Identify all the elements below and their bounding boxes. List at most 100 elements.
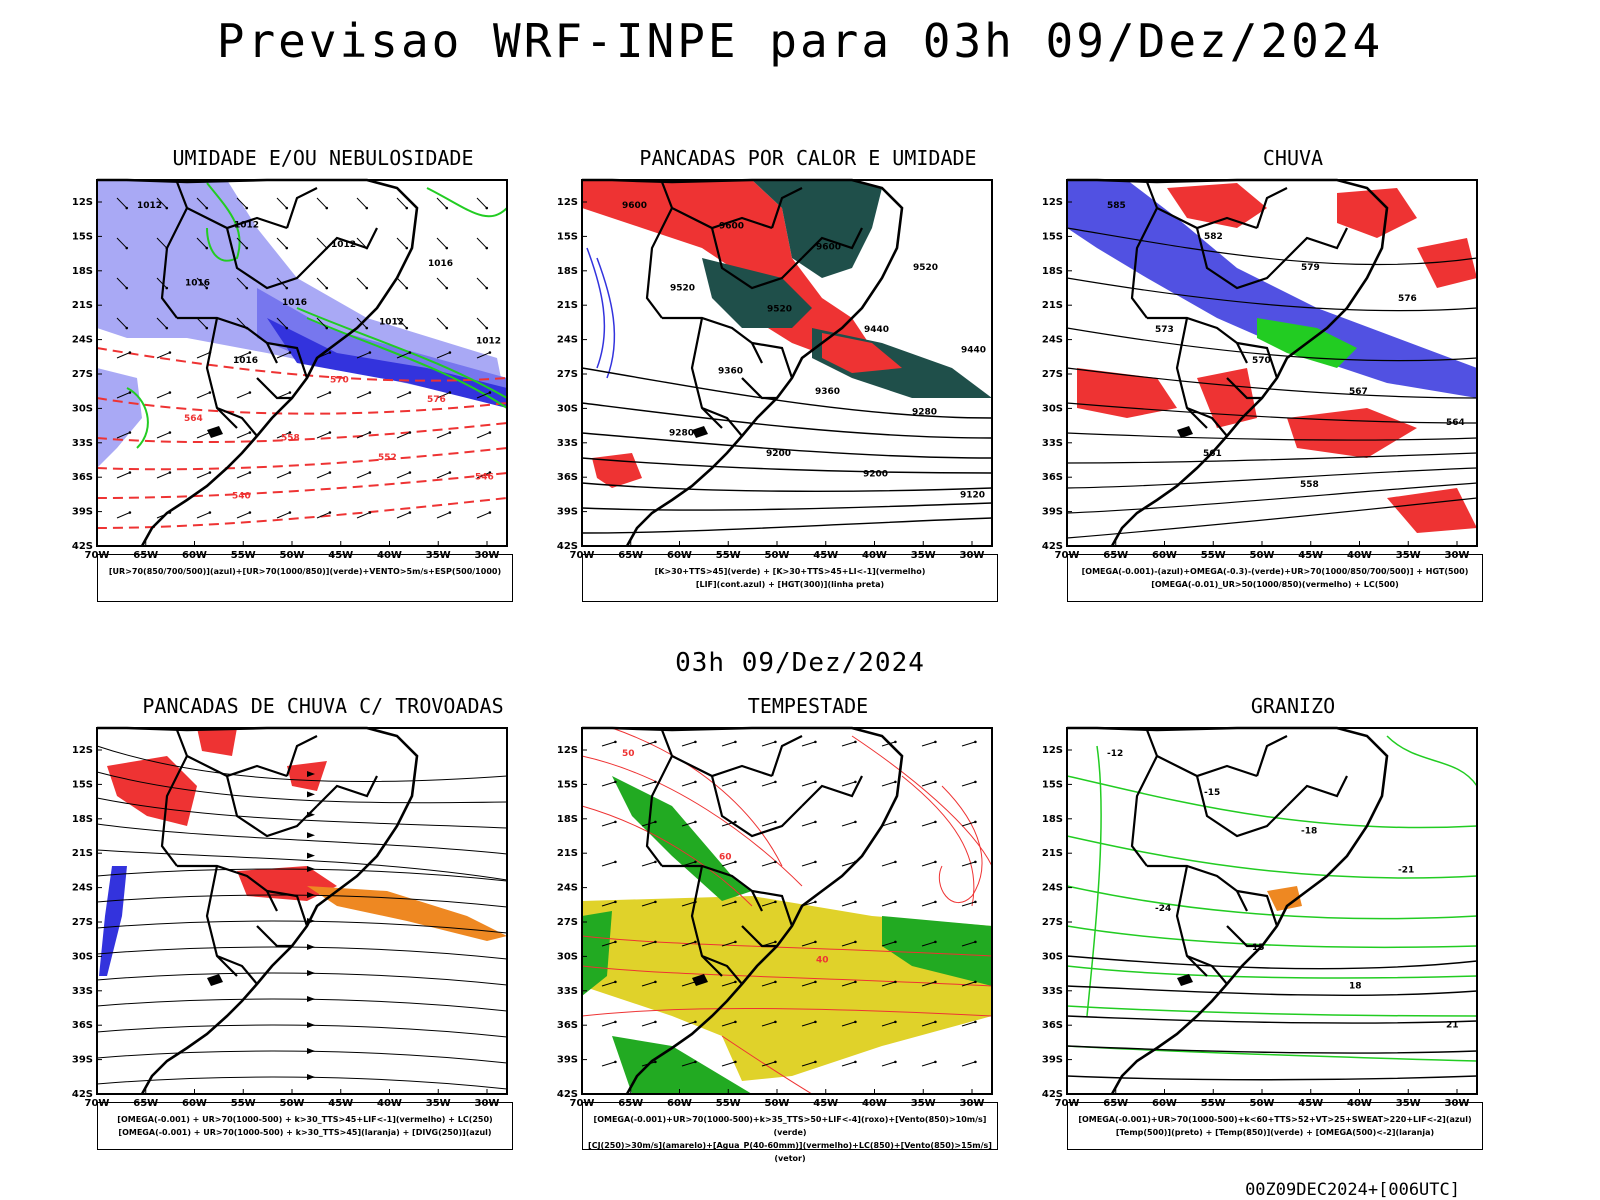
wind-arrow (156, 197, 168, 209)
streamline (96, 972, 508, 986)
country-borders (1067, 178, 1389, 547)
panel-title: GRANIZO (1250, 694, 1336, 718)
contour-label: 9360 (815, 387, 840, 397)
contour-labels: 585 582 579 576 573 570 567 564 561 558 (1107, 201, 1465, 490)
country-border (1147, 864, 1248, 912)
wind-arrow-head (405, 326, 409, 330)
contour-labels: 50 60 40 (622, 749, 829, 966)
wind-arrow (316, 432, 331, 439)
streamline (96, 920, 508, 934)
lat-label: 39S (1042, 507, 1063, 518)
wind-arrow (681, 1021, 696, 1027)
wind-arrow-head (694, 900, 697, 904)
wind-arrow-head (854, 860, 857, 864)
wind-arrow (881, 901, 896, 907)
wind-arrow-head (654, 1020, 657, 1024)
wind-arrow (356, 277, 368, 289)
panel-legend: [OMEGA(-0.001) + UR>70(1000-500) + k>30_… (97, 1102, 513, 1150)
streamline (96, 998, 508, 1012)
country-borders (97, 178, 419, 547)
wind-arrow (761, 981, 776, 987)
lat-label: 18S (72, 814, 93, 825)
wind-arrow (116, 512, 131, 519)
legend-line: [K>30+TTS>45](verde) + [K>30+TTS>45+LI<-… (654, 567, 926, 576)
wind-arrow (276, 512, 291, 519)
wind-arrow-head (854, 780, 857, 784)
wind-arrow (841, 1061, 856, 1067)
wind-arrow (476, 392, 491, 399)
wind-arrow (236, 392, 251, 399)
country-border (1175, 865, 1208, 977)
wind-arrow-head (448, 471, 452, 474)
omega-fill-orange (1267, 886, 1302, 911)
wind-arrow-head (128, 431, 132, 434)
streamline-arrow (307, 1074, 315, 1080)
wind-arrow (801, 1061, 816, 1067)
lat-label: 12S (72, 745, 93, 756)
wind-arrow-head (774, 740, 777, 744)
wind-arrow-head (408, 471, 412, 474)
wind-arrow (761, 941, 776, 947)
wind-arrow (881, 821, 896, 827)
contour-label: 15 (1252, 943, 1265, 953)
country-border (1255, 735, 1288, 777)
legend-line: [LIF](cont.azul) + [HGT(300)](linha pret… (695, 580, 885, 589)
wind-arrow (396, 472, 411, 479)
wind-arrow-head (694, 780, 697, 784)
lat-label: 42S (72, 541, 93, 552)
rain-fill-red-5 (1197, 368, 1257, 428)
lat-label: 12S (72, 197, 93, 208)
lat-label: 15S (557, 231, 578, 242)
wind-arrow (316, 277, 328, 289)
instability-fill-red-2 (822, 333, 902, 373)
wind-arrow (196, 237, 208, 249)
country-border (256, 925, 292, 948)
wind-arrow (276, 392, 291, 399)
panel-pancadas-calor: PANCADAS POR CALOR E UMIDADE 9600 9600 960… (552, 146, 1032, 636)
wind-arrow-head (488, 391, 492, 394)
streamline (96, 771, 508, 804)
wind-arrow (641, 861, 656, 867)
streamline (96, 745, 508, 783)
wind-arrow-head (974, 860, 977, 864)
wind-arrow-head (614, 980, 617, 984)
wind-arrow (436, 237, 448, 249)
wind-arrow-head (448, 351, 452, 354)
contour-label: 9520 (767, 304, 792, 314)
wind-arrow (436, 352, 451, 359)
legend-line: [OMEGA(-0.001) + UR>70(1000-500) + k>30_… (117, 1115, 493, 1124)
wind-arrow (881, 1061, 896, 1067)
country-border (1130, 755, 1158, 867)
lat-label: 18S (557, 814, 578, 825)
temp850-contours (1066, 735, 1478, 1062)
run-timestamp: 00Z09DEC2024+[006UTC] (1245, 1180, 1460, 1200)
wind-arrow (961, 741, 976, 747)
wind-arrow-head (654, 980, 657, 984)
rain-fill-red-3 (1417, 238, 1477, 288)
wind-arrow-head (328, 511, 332, 514)
wind-arrow (641, 981, 656, 987)
contour-label: 9600 (719, 222, 744, 232)
wind-arrow (681, 741, 696, 747)
wind-arrow-head (854, 740, 857, 744)
wind-arrow-head (934, 1020, 937, 1024)
streamline (96, 1076, 508, 1090)
contour-label: 1012 (379, 317, 404, 327)
wind-arrow-head (165, 206, 169, 210)
contour-label: 1012 (137, 201, 162, 211)
main-title: Previsao WRF-INPE para 03h 09/Dez/2024 (216, 14, 1384, 68)
lat-label: 33S (72, 438, 93, 449)
wind-arrow-head (485, 326, 489, 330)
wind-arrow (156, 432, 171, 439)
wind-arrow-head (445, 246, 449, 250)
contour-label: 9200 (766, 449, 791, 459)
contour-label: 570 (1252, 356, 1271, 366)
wind-arrow-head (365, 326, 369, 330)
lat-label: 21S (557, 300, 578, 311)
wind-arrow (396, 197, 408, 209)
lat-label: 27S (1042, 369, 1063, 380)
wind-arrow (601, 861, 616, 867)
wind-arrow (801, 861, 816, 867)
wind-arrow-head (325, 326, 329, 330)
wind-arrow-head (328, 471, 332, 474)
